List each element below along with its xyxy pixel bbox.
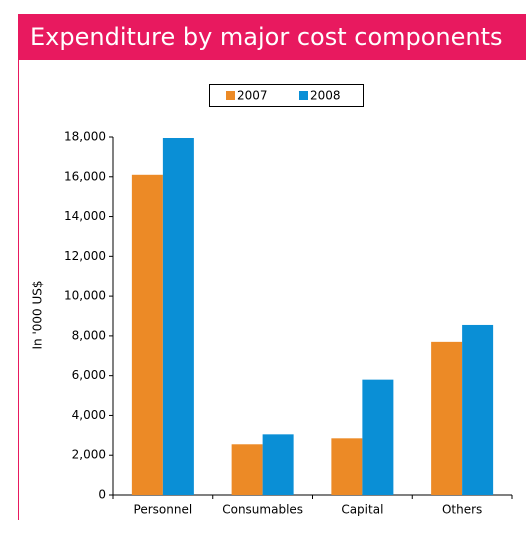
legend-label: 2007	[237, 89, 268, 103]
y-tick-label: 2,000	[72, 448, 106, 462]
y-tick-label: 8,000	[72, 328, 106, 342]
y-tick-label: 16,000	[64, 169, 106, 183]
bar	[431, 341, 463, 495]
legend-label: 2008	[310, 89, 341, 103]
bar	[462, 324, 494, 495]
chart-title: Expenditure by major cost components	[30, 23, 503, 51]
y-axis-label: In '000 US$	[31, 280, 45, 349]
y-tick-label: 12,000	[64, 249, 106, 263]
title-banner	[18, 14, 526, 60]
bar	[362, 379, 394, 495]
x-tick-label: Others	[442, 503, 482, 517]
legend-swatch	[299, 91, 308, 100]
legend-box	[209, 84, 364, 107]
y-tick-label: 0	[98, 488, 106, 502]
y-tick-label: 14,000	[64, 209, 106, 223]
legend-swatch	[226, 91, 235, 100]
y-tick-label: 4,000	[72, 408, 106, 422]
x-tick-label: Personnel	[134, 503, 193, 517]
y-tick-label: 6,000	[72, 368, 106, 382]
x-tick-label: Consumables	[222, 503, 303, 517]
y-tick-label: 10,000	[64, 289, 106, 303]
bar	[131, 174, 163, 496]
bar	[331, 438, 363, 495]
y-tick-label: 18,000	[64, 130, 106, 144]
x-tick-label: Capital	[341, 503, 383, 517]
bar	[162, 137, 194, 495]
bar	[231, 444, 263, 495]
bar	[262, 434, 294, 495]
